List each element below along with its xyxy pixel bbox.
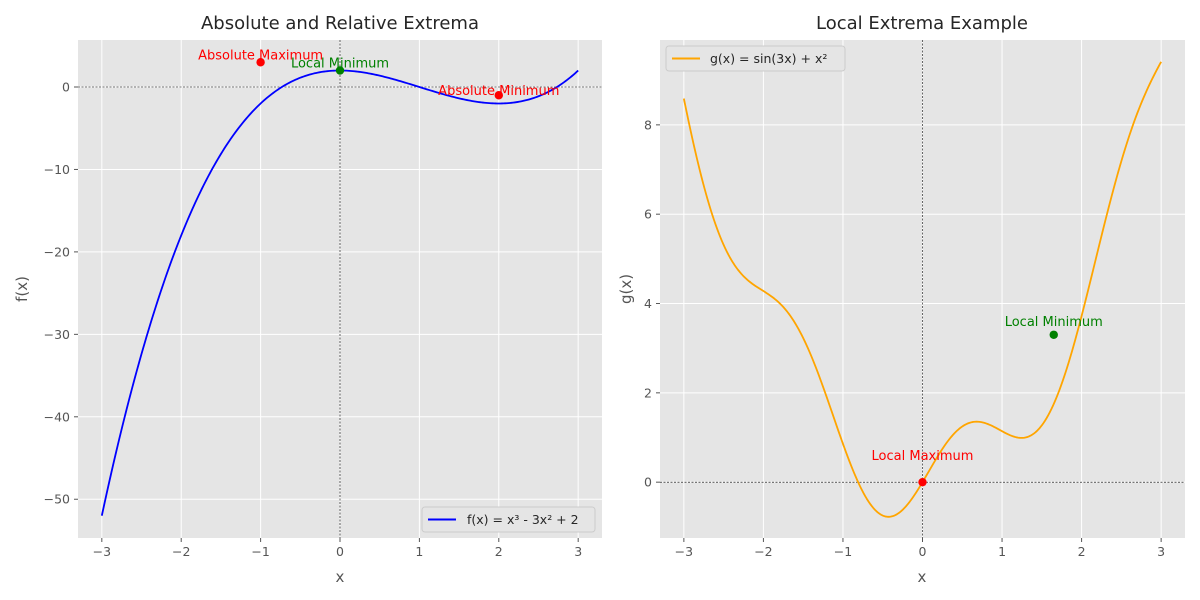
- legend-entry-f: f(x) = x³ - 3x² + 2: [467, 512, 579, 527]
- x-axis-label: x: [918, 568, 927, 586]
- y-tick-label: 8: [644, 117, 652, 132]
- legend-box: [665, 45, 846, 72]
- x-tick-label: 1: [998, 544, 1006, 559]
- extremum-marker: [335, 66, 345, 75]
- extremum-label: Local Minimum: [1005, 315, 1103, 330]
- x-axis-label: x: [336, 568, 345, 586]
- extremum-label: Absolute Minimum: [438, 84, 559, 99]
- y-axis-label: f(x): [13, 276, 31, 302]
- extremum-marker: [256, 58, 265, 67]
- x-ticks: −3 −2 −1 0 1 2 3: [675, 538, 1165, 559]
- chart-title: Absolute and Relative Extrema: [201, 13, 479, 34]
- x-tick-label: −1: [834, 544, 852, 559]
- extremum-marker: [494, 91, 503, 100]
- y-tick-label: −10: [44, 162, 70, 177]
- y-tick-label: 0: [644, 475, 652, 490]
- y-ticks: 0 −10 −20 −30 −40 −50: [44, 79, 78, 507]
- legend-box: [421, 506, 596, 533]
- x-tick-label: 3: [574, 544, 582, 559]
- x-tick-label: −2: [754, 544, 772, 559]
- extremum-label: Absolute Maximum: [198, 48, 323, 63]
- y-tick-label: 4: [644, 296, 652, 311]
- legend: f(x) = x³ - 3x² + 2: [421, 506, 596, 533]
- gridlines: [660, 40, 1185, 538]
- chart-title: Local Extrema Example: [816, 13, 1028, 34]
- y-tick-label: 0: [62, 79, 70, 94]
- x-tick-label: 3: [1157, 544, 1165, 559]
- y-tick-label: −20: [44, 244, 70, 259]
- x-tick-label: 0: [336, 544, 344, 559]
- x-tick-label: 2: [495, 544, 503, 559]
- y-axis-label: g(x): [617, 274, 635, 304]
- x-tick-label: −3: [93, 544, 111, 559]
- y-tick-label: 6: [644, 207, 652, 222]
- x-tick-label: −3: [675, 544, 693, 559]
- panel-local-extrema-example: Local Maximum Local Minimum −3 −2 −1 0 1 2 3 0 2…: [617, 13, 1185, 586]
- y-tick-label: −40: [44, 409, 70, 424]
- extremum-marker: [918, 477, 927, 487]
- y-tick-label: 2: [644, 385, 652, 400]
- x-tick-label: 1: [415, 544, 423, 559]
- y-ticks: 0 2 4 6 8: [644, 117, 660, 490]
- legend: g(x) = sin(3x) + x²: [665, 45, 846, 72]
- marker-layer: Local Maximum Local Minimum: [872, 315, 1103, 487]
- x-ticks: −3 −2 −1 0 1 2 3: [93, 538, 582, 559]
- legend-entry-g: g(x) = sin(3x) + x²: [710, 51, 827, 66]
- x-tick-label: 0: [919, 544, 927, 559]
- extremum-label: Local Minimum: [291, 57, 389, 72]
- x-tick-label: −2: [172, 544, 190, 559]
- x-tick-label: −1: [251, 544, 269, 559]
- x-tick-label: 2: [1078, 544, 1086, 559]
- extremum-marker: [1049, 330, 1058, 339]
- y-tick-label: −50: [44, 492, 70, 507]
- y-tick-label: −30: [44, 327, 70, 342]
- reference-lines: [78, 40, 602, 538]
- extremum-label: Local Maximum: [872, 449, 974, 464]
